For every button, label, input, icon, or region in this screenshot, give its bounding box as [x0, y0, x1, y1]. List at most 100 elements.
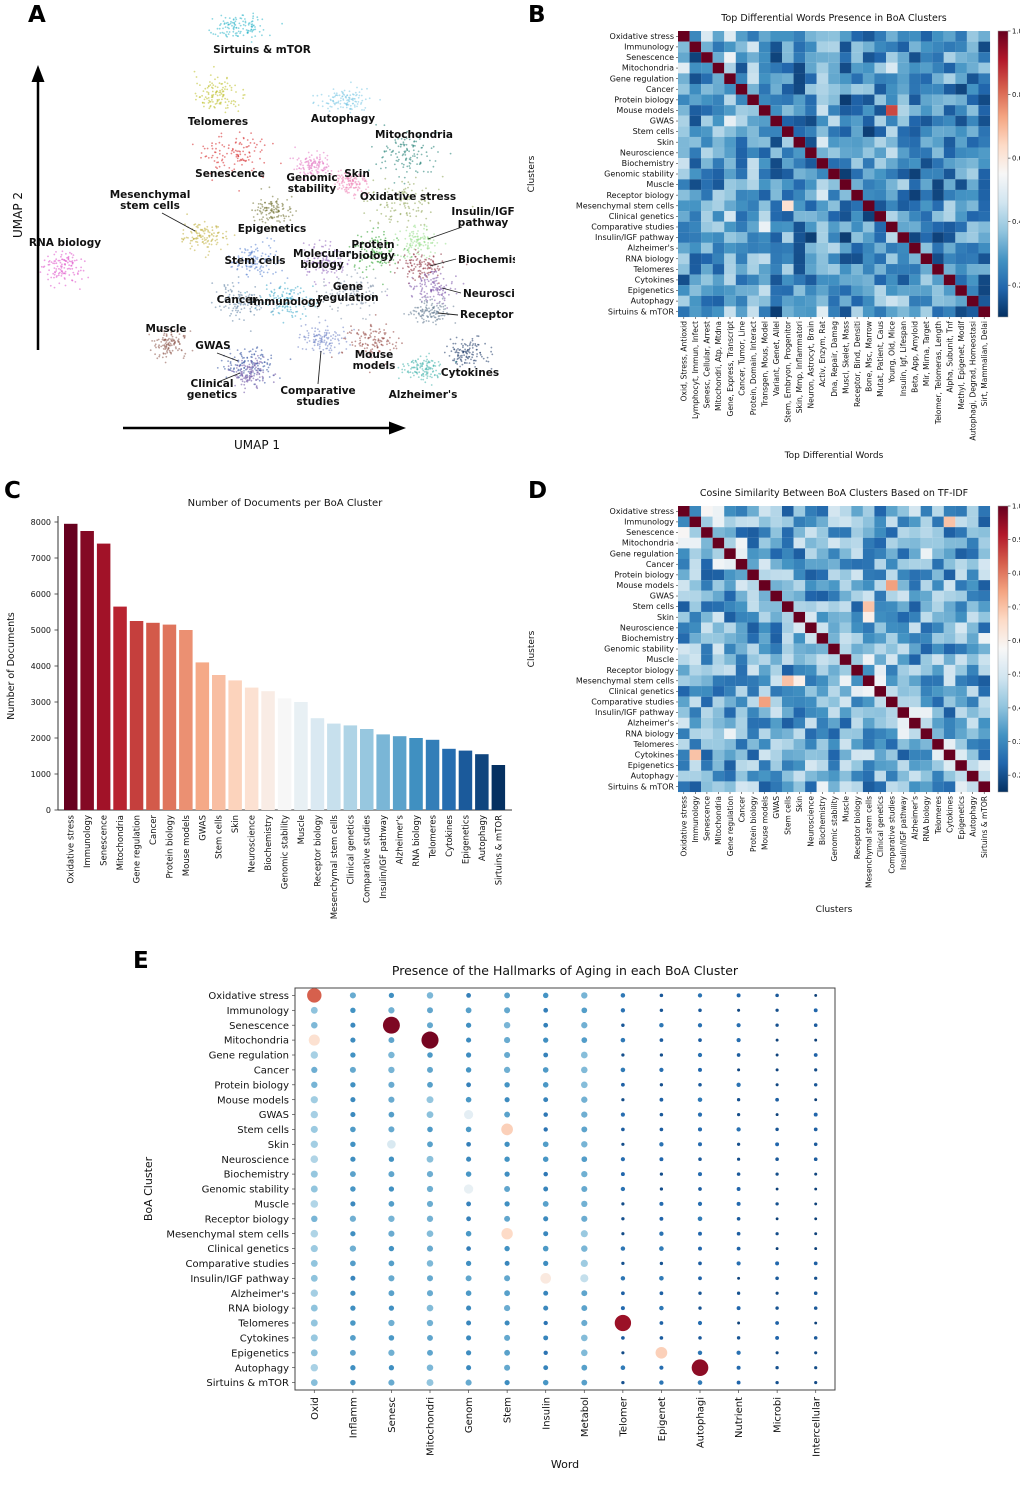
scatter-point [209, 172, 212, 175]
scatter-point [421, 236, 424, 239]
scatter-point [425, 151, 428, 154]
scatter-point [352, 178, 354, 181]
heatmap-cell [839, 147, 852, 159]
scatter-point [314, 327, 317, 330]
heatmap-cell [897, 136, 910, 148]
scatter-point [434, 280, 436, 283]
heatmap-cell [920, 548, 933, 560]
bar [409, 738, 423, 810]
heatmap-cell [782, 654, 794, 665]
col-label: Mutat, Patient, Caus [876, 321, 885, 397]
heatmap-cell [701, 52, 713, 63]
scatter-point [436, 287, 439, 289]
heatmap-cell [978, 633, 991, 644]
scatter-point [413, 285, 416, 288]
scatter-point [416, 252, 418, 255]
scatter-point [453, 358, 456, 360]
scatter-point [215, 225, 217, 228]
scatter-point [234, 16, 237, 19]
heatmap-cell [678, 168, 690, 180]
heatmap-cell [874, 285, 887, 296]
scatter-point [220, 92, 223, 95]
scatter-point [429, 288, 432, 291]
heatmap-cell [793, 506, 806, 517]
scatter-point [316, 150, 318, 152]
heatmap-cell [828, 62, 840, 74]
scatter-point [431, 270, 433, 273]
bar [475, 754, 489, 810]
scatter-point [323, 331, 326, 334]
scatter-point [357, 180, 360, 183]
scatter-point [247, 23, 250, 26]
scatter-point [215, 226, 218, 229]
scatter-point [368, 304, 371, 307]
x-tick-label: Muscle [297, 815, 307, 844]
scatter-point [65, 252, 67, 255]
scatter-point [373, 252, 376, 255]
heatmap-cell [712, 147, 725, 159]
scatter-point [367, 299, 370, 301]
heatmap-cell [955, 242, 967, 254]
scatter-point [300, 168, 302, 170]
heatmap-cell [932, 147, 944, 159]
scatter-point [184, 352, 187, 355]
scatter-point [245, 380, 248, 383]
scatter-point [248, 151, 251, 154]
col-label: Stem, Embryon, Progenitor [784, 320, 793, 422]
scatter-point [377, 226, 379, 229]
scatter-point [316, 157, 318, 160]
scatter-point [349, 294, 352, 297]
cluster-cloud [289, 146, 333, 182]
heatmap-cell [909, 537, 921, 549]
scatter-point [375, 163, 378, 166]
heatmap-cell [793, 675, 806, 687]
heatmap-cell [966, 306, 979, 318]
scatter-point [318, 343, 321, 346]
heatmap-cell [978, 622, 991, 634]
scatter-point [441, 266, 444, 269]
scatter-point [235, 367, 238, 369]
scatter-point [289, 211, 292, 214]
scatter-point [201, 102, 204, 104]
heatmap-cell [966, 232, 979, 243]
heatmap-cell [701, 622, 713, 634]
scatter-point [60, 275, 63, 277]
scatter-point [340, 90, 343, 93]
scatter-point [307, 257, 310, 260]
scatter-point [194, 237, 197, 240]
heatmap-cell [839, 728, 852, 740]
scatter-point [299, 291, 302, 294]
heatmap-cell [966, 548, 979, 560]
scatter-point [183, 337, 186, 339]
heatmap-cell [735, 664, 748, 676]
scatter-point [256, 258, 259, 261]
scatter-point [287, 209, 289, 212]
scatter-point [201, 238, 204, 241]
scatter-point [341, 269, 344, 271]
heatmap-cell [955, 717, 967, 729]
scatter-point [307, 164, 310, 167]
scatter-point [313, 341, 315, 344]
heatmap-cell [851, 527, 863, 538]
scatter-point [368, 265, 371, 267]
heatmap-cell [966, 558, 979, 570]
heatmap-cell [886, 105, 898, 116]
scatter-point [283, 220, 285, 222]
heatmap-cell [793, 52, 806, 63]
scatter-point [256, 367, 259, 370]
scatter-point [268, 202, 270, 205]
heatmap-cell [701, 664, 713, 676]
scatter-point [249, 142, 252, 144]
scatter-point [200, 236, 203, 239]
heatmap-cell [932, 274, 944, 286]
scatter-point [352, 194, 355, 197]
scatter-point [254, 383, 257, 386]
heatmap-cell [689, 168, 702, 180]
heatmap-cell [678, 548, 690, 560]
heatmap-cell [793, 264, 806, 275]
scatter-point [329, 347, 332, 350]
heatmap-cell [909, 274, 921, 286]
scatter-point [272, 313, 275, 316]
scatter-point [426, 296, 429, 298]
scatter-point [419, 162, 422, 165]
